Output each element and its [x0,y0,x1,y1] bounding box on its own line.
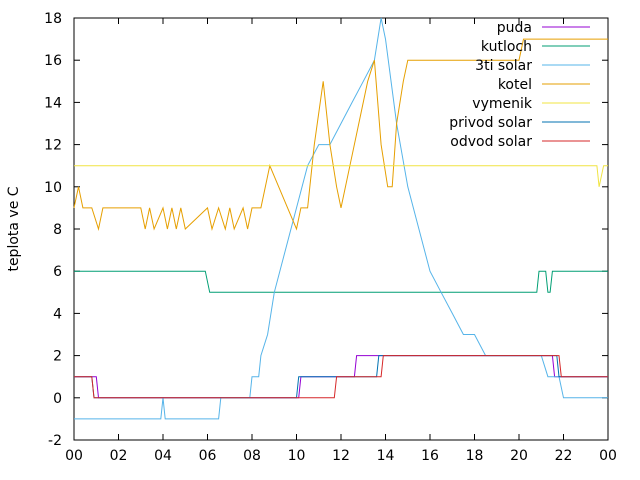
legend-label: kotel [498,77,532,93]
y-tick-labels: -2 0 2 4 6 8 10 12 14 16 18 [44,11,62,449]
y-tick-label: 6 [53,264,62,280]
x-tick-labels: 00 02 04 06 08 10 12 14 16 18 20 22 00 [65,448,617,464]
y-axis-title: teplota ve C [6,186,22,271]
y-tick-label: 18 [44,11,62,27]
legend-label: privod solar [449,115,532,131]
legend-label: kutloch [481,39,532,55]
x-tick-label: 12 [332,448,350,464]
legend-label: odvod solar [450,134,532,150]
series-line-odvod-solar [74,355,608,399]
series-line-kutloch [74,270,608,293]
series-line-kotel [73,38,608,231]
x-tick-label: 16 [421,448,439,464]
y-tick-label: 0 [53,391,62,407]
y-tick-label: 8 [53,222,62,238]
legend-label: 3ti solar [475,58,532,74]
y-tick-label: 14 [44,95,62,111]
x-tick-label: 14 [377,448,395,464]
legend: puda kutloch 3ti solar kotel vymenik privod s… [449,20,590,150]
y-tick-label: -2 [48,433,62,449]
series-lines [73,17,608,420]
legend-label: puda [497,20,532,36]
y-tick-label: 16 [44,53,62,69]
x-tick-label: 18 [466,448,484,464]
x-tick-label: 22 [555,448,573,464]
x-tick-label: 00 [65,448,83,464]
x-tick-label: 10 [288,448,306,464]
series-line-vymenik [74,165,608,187]
x-tick-label: 08 [243,448,261,464]
y-tick-label: 4 [53,306,62,322]
x-tick-label: 20 [510,448,528,464]
tick-marks [73,17,609,441]
legend-label: vymenik [472,96,533,112]
y-tick-label: 10 [44,180,62,196]
y-tick-label: 12 [44,138,62,154]
y-tick-label: 2 [53,349,62,365]
x-tick-label: 04 [154,448,172,464]
x-tick-label: 06 [199,448,217,464]
x-tick-label: 02 [110,448,128,464]
x-tick-label: 00 [599,448,617,464]
